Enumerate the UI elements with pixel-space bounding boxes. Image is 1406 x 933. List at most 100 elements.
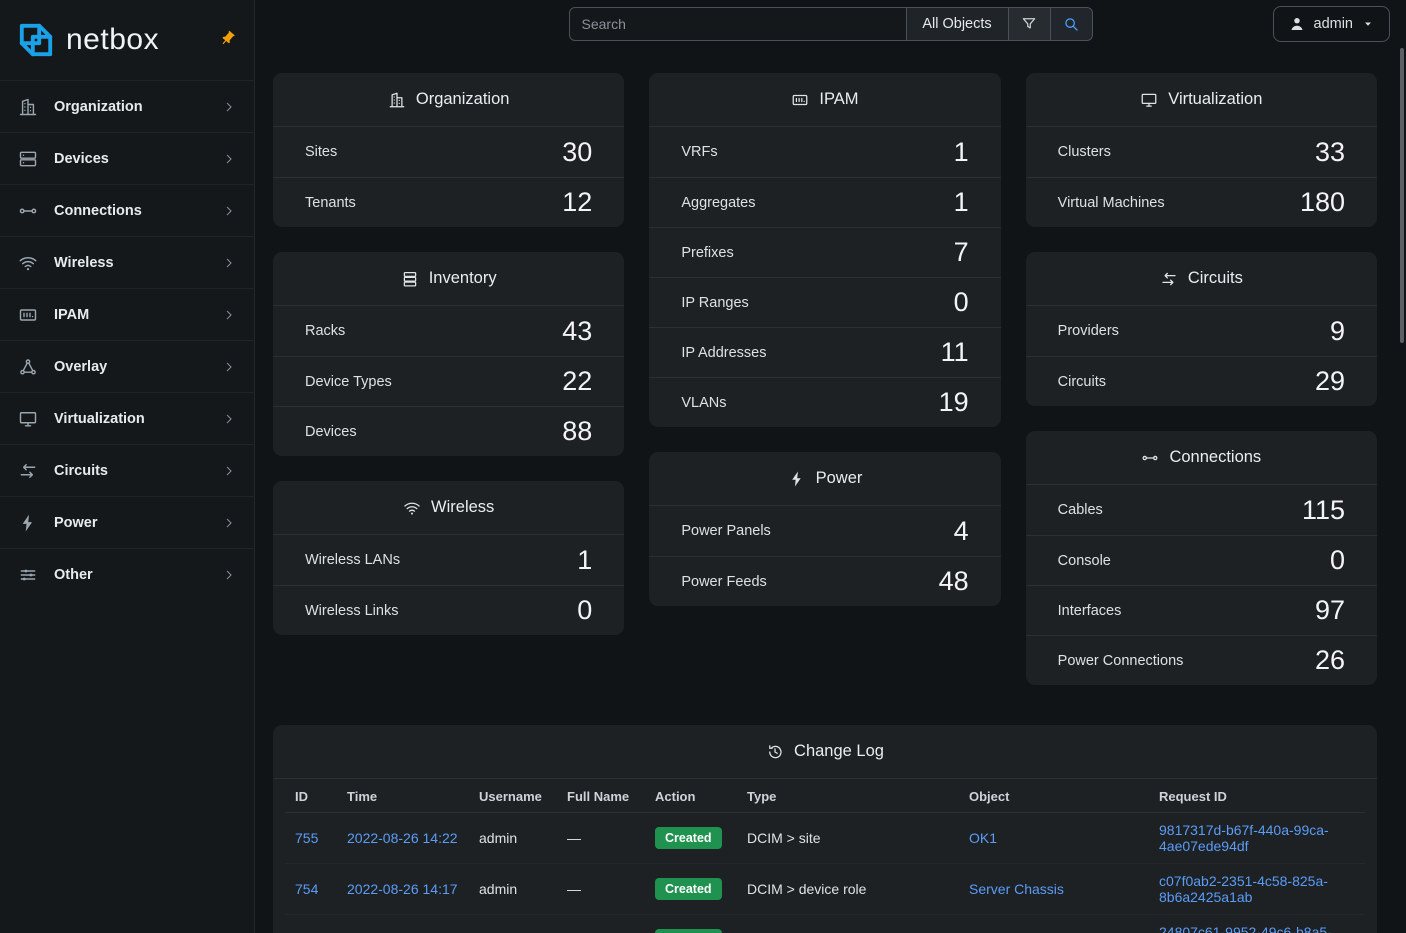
main-area: All Objects admin Organization [255,0,1406,933]
changelog-request-link[interactable]: 9817317d-b67f-440a-99ca-4ae07ede94df [1159,822,1329,854]
col-header-id[interactable]: ID [285,779,337,813]
sidebar-pin-button[interactable] [219,30,236,47]
sidebar-item-organization[interactable]: Organization [0,80,254,132]
changelog-type: DCIM > device role [747,881,867,897]
stat-row-interfaces[interactable]: Interfaces 97 [1025,585,1377,635]
stat-value: 0 [1329,545,1345,575]
stat-value: 29 [1314,366,1345,396]
sidebar-item-devices[interactable]: Devices [0,132,254,184]
global-search: All Objects [568,6,1093,41]
lightning-icon [788,470,806,488]
stat-row-power-connections[interactable]: Power Connections 26 [1025,635,1377,685]
caret-down-icon [1361,17,1375,31]
stat-label: Wireless Links [305,602,399,619]
changelog-object-link[interactable]: OK1 [969,830,998,846]
changelog-request-link[interactable]: c07f0ab2-2351-4c58-825a-8b6a2425a1ab [1159,873,1328,905]
sidebar-item-overlay[interactable]: Overlay [0,340,254,392]
inventory-card: Inventory Racks 43 Device Types 22 Devic… [273,252,625,456]
card-header: Organization [273,73,625,127]
stat-row-sites[interactable]: Sites 30 [273,127,624,177]
netbox-logo[interactable]: netbox [14,18,159,62]
sidebar-item-ipam[interactable]: IPAM [0,288,254,340]
changelog-id-link[interactable]: 755 [295,830,319,846]
sidebar-item-label: Devices [54,150,109,167]
changelog-request-link[interactable]: 24807c61-9952-49c6-b8a5-69760bfcc4b3 [1159,924,1332,933]
user-menu-button[interactable]: admin [1272,6,1390,42]
sidebar-nav: Organization Devices Connections Wireles… [0,80,254,600]
stat-row-tenants[interactable]: Tenants 12 [273,177,625,227]
wireless-card: Wireless Wireless LANs 1 Wireless Links … [273,481,625,635]
changelog-time-link[interactable]: 2022-08-26 14:22 [347,830,458,846]
col-header-request-id[interactable]: Request ID [1149,779,1365,813]
card-title: Power [815,469,863,487]
col-header-fullname[interactable]: Full Name [557,779,645,813]
transfer-icon [18,461,38,481]
sidebar-item-power[interactable]: Power [0,496,254,548]
monitor-icon [18,409,38,429]
col-header-object[interactable]: Object [959,779,1149,813]
stat-row-vlans[interactable]: VLANs 19 [649,377,1001,427]
virtualization-card: Virtualization Clusters 33 Virtual Machi… [1025,73,1377,227]
card-header: Change Log [273,725,1377,779]
chevron-right-icon [222,360,236,374]
stat-row-device-types[interactable]: Device Types 22 [273,356,625,406]
chevron-right-icon [222,412,236,426]
stat-row-prefixes[interactable]: Prefixes 7 [649,227,1001,277]
col-header-type[interactable]: Type [737,779,959,813]
stat-label: Interfaces [1057,602,1122,619]
stat-row-clusters[interactable]: Clusters 33 [1026,127,1377,177]
stat-row-racks[interactable]: Racks 43 [273,306,624,356]
stat-row-power-panels[interactable]: Power Panels 4 [649,506,1000,556]
stat-row-ip-addresses[interactable]: IP Addresses 11 [649,327,1001,377]
stat-row-console[interactable]: Console 0 [1025,535,1377,585]
transfer-icon [1160,270,1178,288]
card-title: Wireless [431,498,495,516]
stat-value: 12 [562,187,593,217]
sidebar-item-wireless[interactable]: Wireless [0,236,254,288]
col-header-time[interactable]: Time [337,779,469,813]
stat-row-power-feeds[interactable]: Power Feeds 48 [649,556,1001,606]
stat-value: 4 [953,515,969,546]
stat-value: 11 [940,337,969,367]
stat-row-wireless-lans[interactable]: Wireless LANs 1 [273,535,624,585]
stat-row-circuits[interactable]: Circuits 29 [1025,356,1377,406]
stat-row-devices[interactable]: Devices 88 [273,406,625,456]
col-header-username[interactable]: Username [469,779,557,813]
stat-row-aggregates[interactable]: Aggregates 1 [649,177,1001,227]
sidebar-item-circuits[interactable]: Circuits [0,444,254,496]
changelog-id-link[interactable]: 754 [295,881,319,897]
stat-label: Devices [305,423,357,440]
sidebar-item-connections[interactable]: Connections [0,184,254,236]
stat-row-vrfs[interactable]: VRFs 1 [649,127,1000,177]
card-title: Change Log [794,742,884,760]
sidebar-item-label: Power [54,514,98,531]
building-icon [18,97,38,117]
topbar: All Objects admin [255,0,1406,47]
changelog-time-link[interactable]: 2022-08-26 14:17 [347,881,458,897]
dashboard-column-3: Virtualization Clusters 33 Virtual Machi… [1025,73,1377,685]
search-input[interactable] [568,6,907,41]
sidebar-item-virtualization[interactable]: Virtualization [0,392,254,444]
search-icon [1062,15,1080,33]
change-log-table: ID Time Username Full Name Action Type O… [273,779,1377,933]
stat-row-wireless-links[interactable]: Wireless Links 0 [273,585,625,635]
sidebar-item-label: Other [54,566,93,583]
stat-label: VLANs [681,394,727,411]
vertical-scrollbar[interactable] [1400,48,1404,343]
object-type-selector[interactable]: All Objects [906,6,1009,41]
col-header-action[interactable]: Action [645,779,737,813]
stat-row-providers[interactable]: Providers 9 [1026,306,1377,356]
changelog-username: admin [479,881,518,897]
stat-value: 115 [1301,494,1345,525]
sidebar-item-other[interactable]: Other [0,548,254,600]
stat-row-cables[interactable]: Cables 115 [1026,485,1377,535]
stat-row-ip-ranges[interactable]: IP Ranges 0 [649,277,1001,327]
stat-value: 9 [1329,315,1345,346]
card-title: Organization [415,90,510,108]
changelog-object-link[interactable]: Server Chassis [969,881,1064,897]
card-title: Connections [1169,448,1262,466]
filter-button[interactable] [1008,6,1051,41]
search-button[interactable] [1050,6,1093,41]
stat-row-virtual-machines[interactable]: Virtual Machines 180 [1025,177,1377,227]
stat-label: Device Types [305,373,392,390]
